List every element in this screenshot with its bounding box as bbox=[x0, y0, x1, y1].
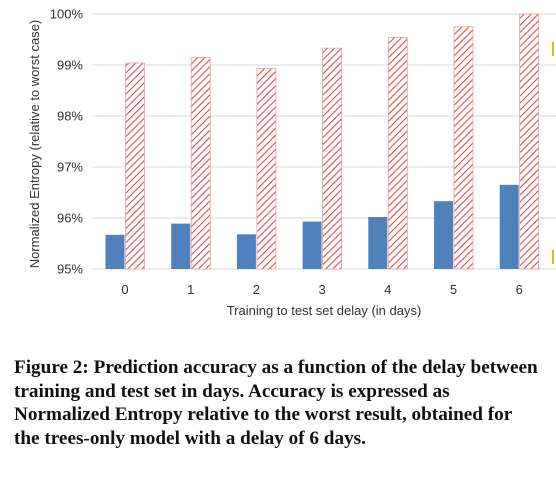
y-tick-label: 100% bbox=[50, 7, 84, 22]
y-tick-label: 98% bbox=[57, 109, 83, 124]
figure-caption: Figure 2: Prediction accuracy as a funct… bbox=[14, 356, 542, 450]
x-tick-label: 0 bbox=[121, 282, 128, 297]
bar-series-hatched bbox=[453, 26, 474, 270]
x-tick-label: 2 bbox=[253, 282, 260, 297]
x-tick-labels: 0 1 2 3 4 5 6 bbox=[121, 282, 522, 297]
y-tick-label: 99% bbox=[57, 58, 83, 73]
y-tick-labels: 95% 96% 97% 98% 99% 100% bbox=[50, 7, 84, 277]
bar-series-solid bbox=[105, 234, 125, 269]
bar-chart: 95% 96% 97% 98% 99% 100% 0 1 2 3 4 5 6 Normalized E… bbox=[27, 7, 556, 318]
bar-series-hatched bbox=[322, 47, 343, 270]
y-tick-label: 96% bbox=[57, 211, 83, 226]
bar-series-hatched bbox=[190, 56, 211, 270]
x-axis-label: Training to test set delay (in days) bbox=[227, 303, 422, 318]
x-tick-label: 5 bbox=[450, 282, 457, 297]
edge-mark-bottom bbox=[552, 250, 554, 264]
bar-series-solid bbox=[236, 234, 256, 269]
bar-series-hatched bbox=[387, 37, 408, 270]
figure-caption-label: Figure 2: bbox=[14, 357, 89, 378]
bar-series-solid bbox=[171, 223, 191, 269]
bars bbox=[105, 13, 540, 270]
x-tick-label: 6 bbox=[516, 282, 523, 297]
x-tick-label: 4 bbox=[384, 282, 391, 297]
y-tick-label: 97% bbox=[57, 160, 83, 175]
y-tick-label: 95% bbox=[57, 262, 83, 277]
bar-series-solid bbox=[368, 216, 388, 269]
y-axis-label: Normalized Entropy (relative to worst ca… bbox=[27, 20, 42, 269]
bar-series-solid bbox=[499, 184, 519, 269]
x-tick-label: 3 bbox=[318, 282, 325, 297]
bar-series-solid bbox=[302, 221, 322, 269]
edge-mark-top bbox=[552, 42, 554, 56]
x-tick-label: 1 bbox=[187, 282, 194, 297]
bar-series-hatched bbox=[256, 68, 277, 270]
bar-series-hatched bbox=[125, 62, 145, 270]
bar-series-hatched bbox=[519, 13, 540, 270]
bar-series-solid bbox=[434, 201, 453, 269]
figure-caption-text: Prediction accuracy as a function of the… bbox=[14, 357, 538, 449]
